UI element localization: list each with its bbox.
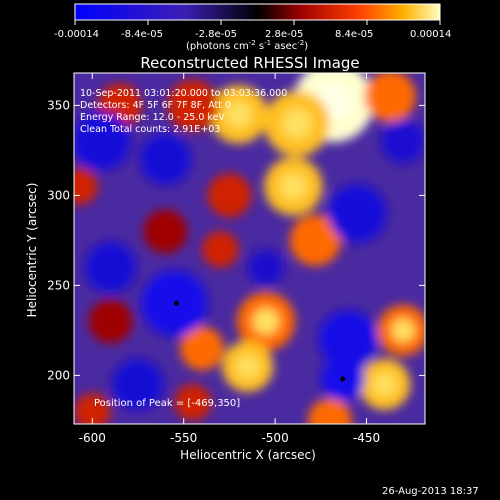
heatmap-intensity-blob xyxy=(247,249,285,286)
x-axis-label: Heliocentric X (arcsec) xyxy=(180,448,316,462)
heatmap-intensity-blob xyxy=(201,231,239,268)
heatmap-intensity-core xyxy=(252,308,280,335)
source-marker xyxy=(340,376,346,382)
heatmap-intensity-blob xyxy=(112,358,164,410)
colorbar-tick-label: -8.4e-05 xyxy=(121,29,163,40)
heatmap-intensity-core xyxy=(225,101,252,128)
colorbar-tick-label: -0.00014 xyxy=(54,29,99,40)
heatmap-intensity-field xyxy=(74,73,425,424)
colorbar: -0.00014 -8.4e-05 -2.8e-05 2.8e-05 8.4e-… xyxy=(54,3,451,52)
plot-frame xyxy=(73,72,426,425)
peak-position-label: Position of Peak = [-469,350] xyxy=(94,398,240,409)
y-axis-tick-label: 350 xyxy=(47,98,70,112)
x-axis-tick-label: -550 xyxy=(170,431,197,445)
heatmap-plot-area xyxy=(74,73,425,424)
heatmap-intensity-core xyxy=(280,173,307,200)
heatmap-intensity-blob xyxy=(88,299,133,344)
heatmap-intensity-core xyxy=(236,354,260,378)
heatmap-intensity-blob xyxy=(74,393,111,424)
colorbar-tick-label: 2.8e-05 xyxy=(265,29,303,40)
heatmap-intensity-blob xyxy=(84,241,137,293)
x-axis-tick-label: -600 xyxy=(79,431,106,445)
colorbar-tick-label: 0.00014 xyxy=(410,29,451,40)
y-axis-tick-label: 300 xyxy=(47,188,70,202)
heatmap-intensity-blob xyxy=(207,173,252,218)
axis-ticks: -600 -550 -500 -450 200 250 300 350 xyxy=(47,73,425,445)
source-markers xyxy=(173,300,346,382)
colorbar-ticks xyxy=(74,20,441,25)
heatmap-intensity-blob xyxy=(328,184,387,243)
heatmap-intensity-blob xyxy=(74,112,131,171)
colorbar-unit-label: (photons cm-2 s-1 asec-2) xyxy=(186,39,308,52)
heatmap-intensity-blob xyxy=(174,384,212,421)
x-axis-tick-label: -500 xyxy=(261,431,288,445)
y-axis-tick-label: 200 xyxy=(47,368,70,382)
heatmap-intensity-blob xyxy=(167,79,219,131)
info-line-energy: Energy Range: 12.0 - 25.0 keV xyxy=(80,112,225,123)
chart-title: Reconstructed RHESSI Image xyxy=(140,54,359,72)
info-line-detectors: Detectors: 4F 5F 6F 7F 8F, Att 0 xyxy=(80,100,231,111)
colorbar-tick-label: 8.4e-05 xyxy=(335,29,373,40)
heatmap-intensity-blob xyxy=(289,214,341,266)
heatmap-intensity-core xyxy=(373,372,397,396)
info-line-counts: Clean Total counts: 2.91E+03 xyxy=(80,124,220,135)
heatmap-intensity-blob xyxy=(139,133,191,185)
y-axis-tick-label: 250 xyxy=(47,278,70,292)
heatmap-intensity-blob xyxy=(318,310,378,369)
heatmap-intensity-core xyxy=(282,108,312,139)
x-axis-tick-label: -450 xyxy=(353,431,380,445)
heatmap-intensity-blob xyxy=(143,209,188,254)
y-axis-label: Heliocentric Y (arcsec) xyxy=(25,183,39,318)
heatmap-intensity-core xyxy=(391,318,415,342)
heatmap-intensity-blob xyxy=(364,73,416,122)
info-line-time-range: 10-Sep-2011 03:01:20.000 to 03:03:36.000 xyxy=(80,88,287,99)
colorbar-tick-label: -2.8e-05 xyxy=(195,29,237,40)
heatmap-intensity-blob xyxy=(180,326,224,371)
heatmap-intensity-blob xyxy=(381,119,425,164)
colorbar-gradient xyxy=(74,3,441,21)
source-marker xyxy=(173,300,179,306)
generation-timestamp: 26-Aug-2013 18:37 xyxy=(382,486,479,497)
observation-info: 10-Sep-2011 03:01:20.000 to 03:03:36.000… xyxy=(80,88,287,135)
heatmap-intensity-blob xyxy=(308,398,352,424)
